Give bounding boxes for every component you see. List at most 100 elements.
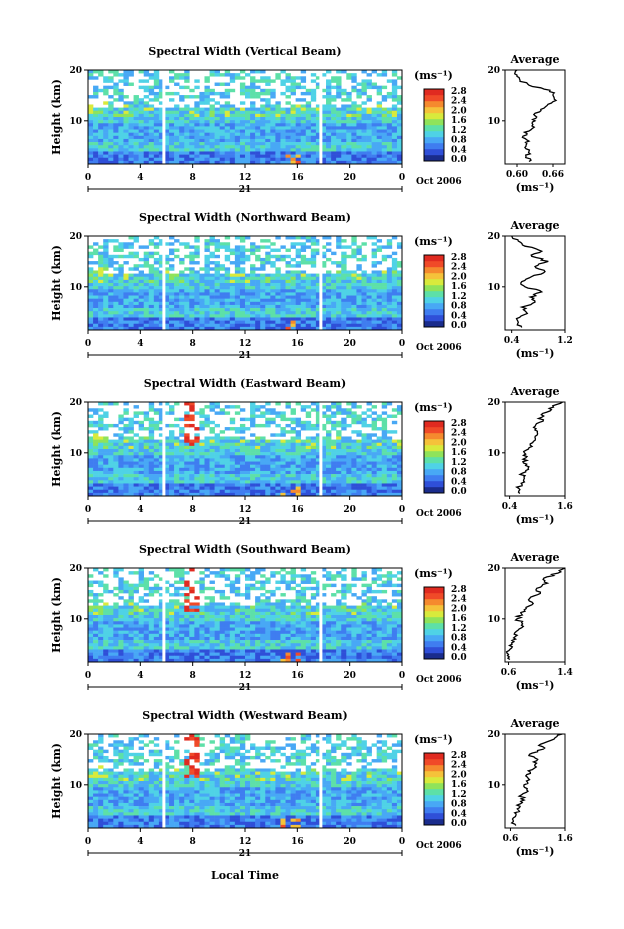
- heatmap-cell: [245, 148, 251, 152]
- heatmap-cell: [204, 286, 210, 290]
- heatmap-cell: [204, 474, 210, 478]
- heatmap-cell: [265, 417, 271, 422]
- heatmap-cell: [224, 236, 231, 240]
- heatmap-cell: [250, 242, 256, 246]
- heatmap-cell: [123, 452, 129, 456]
- heatmap-cell: [153, 574, 160, 578]
- heatmap-cell: [255, 132, 261, 137]
- heatmap-cell: [270, 273, 276, 278]
- heatmap-cell: [361, 411, 367, 415]
- heatmap-cell: [123, 286, 129, 290]
- heatmap-cell: [118, 110, 124, 115]
- heatmap-cell: [143, 135, 150, 140]
- heatmap-cell: [381, 480, 388, 484]
- heatmap-cell: [245, 273, 251, 278]
- heatmap-cell: [148, 486, 155, 491]
- heatmap-cell: [214, 242, 220, 246]
- heatmap-cell: [265, 257, 271, 262]
- heatmap-cell: [219, 242, 226, 246]
- heatmap-cell: [371, 279, 377, 284]
- heatmap-cell: [361, 455, 367, 459]
- heatmap-cell: [386, 452, 393, 456]
- heatmap-cell: [148, 88, 155, 93]
- heatmap-cell: [265, 602, 271, 606]
- heatmap-cell: [361, 593, 367, 597]
- heatmap-cell: [158, 326, 165, 331]
- heatmap-cell: [153, 245, 160, 249]
- heatmap-cell: [260, 311, 266, 315]
- heatmap-cell: [371, 483, 377, 487]
- heatmap-cell: [326, 301, 332, 306]
- heatmap-cell: [204, 602, 210, 606]
- heatmap-cell: [361, 452, 367, 456]
- heatmap-cell: [174, 283, 180, 287]
- heatmap-cell: [239, 276, 246, 281]
- heatmap-cell: [113, 568, 119, 572]
- heatmap-cell: [290, 464, 296, 469]
- heatmap-cell: [255, 113, 261, 118]
- heatmap-cell: [128, 445, 134, 450]
- heatmap-cell: [371, 120, 377, 124]
- heatmap-cell: [204, 283, 210, 287]
- heatmap-cell: [108, 458, 114, 462]
- heatmap-cell: [310, 423, 317, 428]
- heatmap-cell: [103, 120, 109, 124]
- heatmap-cell: [381, 157, 388, 162]
- heatmap-cell: [239, 245, 246, 249]
- heatmap-cell: [315, 326, 322, 331]
- heatmap-cell: [199, 589, 205, 594]
- heatmap-cell: [174, 279, 180, 284]
- heatmap-cell: [239, 449, 246, 453]
- heatmap-cell: [98, 264, 104, 268]
- heatmap-cell: [224, 301, 231, 306]
- heatmap-cell: [229, 273, 236, 278]
- heatmap-cell: [229, 110, 236, 115]
- heatmap-cell: [229, 477, 236, 481]
- heatmap-cell: [381, 151, 388, 155]
- heatmap-cell: [158, 402, 165, 406]
- heatmap-cell: [158, 276, 165, 281]
- heatmap-cell: [108, 283, 114, 287]
- heatmap-cell: [103, 88, 109, 93]
- heatmap-cell: [386, 320, 393, 325]
- heatmap-cell: [158, 120, 165, 124]
- heatmap-cell: [103, 292, 109, 296]
- heatmap-cell: [113, 467, 119, 472]
- heatmap-cell: [163, 145, 170, 149]
- heatmap-cell: [234, 455, 241, 459]
- heatmap-cell: [386, 151, 393, 155]
- heatmap-cell: [320, 145, 327, 149]
- heatmap-cell: [194, 317, 200, 321]
- heatmap-cell: [98, 88, 104, 93]
- heatmap-cell: [295, 464, 302, 469]
- heatmap-cell: [250, 245, 256, 249]
- heatmap-cell: [245, 138, 251, 143]
- heatmap-cell: [163, 283, 170, 287]
- heatmap-cell: [391, 467, 398, 472]
- heatmap-cell: [320, 436, 327, 440]
- heatmap-cell: [336, 270, 342, 274]
- heatmap-cell: [113, 571, 119, 575]
- heatmap-cell: [158, 295, 165, 299]
- heatmap-cell: [93, 70, 99, 74]
- heatmap-cell: [118, 420, 124, 425]
- heatmap-cell: [260, 439, 266, 444]
- heatmap-cell: [270, 117, 276, 121]
- heatmap-cell: [280, 433, 286, 437]
- heatmap-cell: [351, 405, 357, 409]
- heatmap-cell: [123, 301, 129, 306]
- heatmap-cell: [300, 129, 307, 133]
- heatmap-cell: [224, 110, 231, 115]
- heatmap-cell: [209, 458, 215, 462]
- heatmap-cell: [234, 236, 241, 240]
- heatmap-cell: [260, 323, 266, 328]
- heatmap-cell: [270, 148, 276, 152]
- heatmap-cell: [98, 110, 104, 115]
- heatmap-cell: [214, 314, 220, 318]
- heatmap-cell: [174, 154, 180, 159]
- heatmap-cell: [336, 452, 342, 456]
- heatmap-cell: [386, 464, 393, 469]
- heatmap-cell: [133, 477, 139, 481]
- heatmap-cell: [204, 157, 210, 162]
- heatmap-cell: [300, 317, 307, 321]
